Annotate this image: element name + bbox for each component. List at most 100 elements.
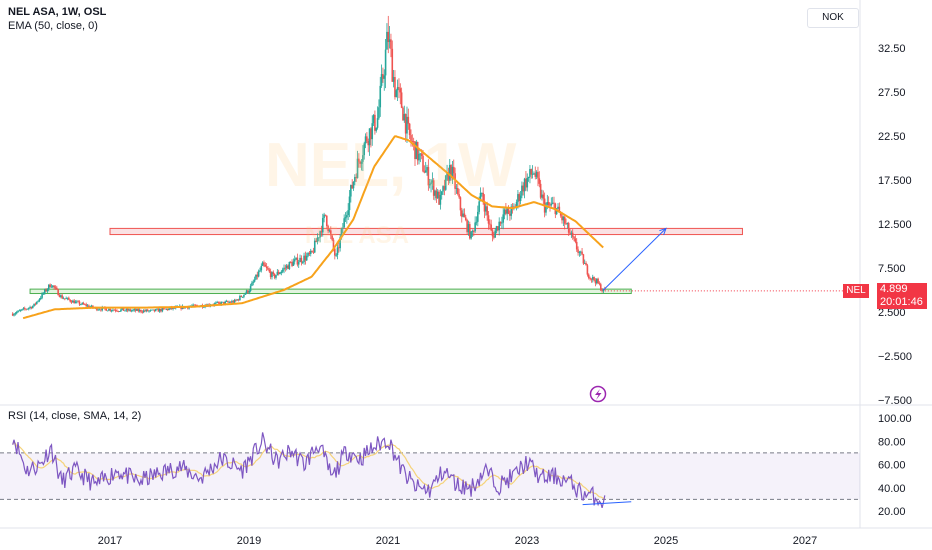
candle-body bbox=[424, 170, 427, 173]
candle-body bbox=[267, 267, 269, 270]
candle-body bbox=[383, 75, 386, 79]
price-axis-label: 17.500 bbox=[878, 175, 912, 187]
candle-body bbox=[331, 235, 333, 240]
candle-body bbox=[408, 123, 411, 136]
time-axis-label: 2027 bbox=[793, 535, 817, 547]
candle-body bbox=[232, 301, 235, 303]
candle-body bbox=[236, 299, 239, 301]
candle-body bbox=[477, 211, 479, 222]
candle-body bbox=[126, 308, 129, 311]
candle-body bbox=[468, 224, 471, 239]
candle-body bbox=[416, 141, 419, 161]
candle-body bbox=[406, 116, 408, 134]
candle-body bbox=[148, 310, 150, 312]
rsi-axis-label: 60.00 bbox=[878, 460, 906, 472]
candle-body bbox=[129, 309, 132, 311]
candle-body bbox=[498, 221, 500, 231]
candle-body bbox=[85, 304, 88, 307]
candle-body bbox=[308, 252, 311, 254]
candle-body bbox=[158, 309, 161, 312]
candle-body bbox=[244, 293, 247, 295]
candle-body bbox=[562, 216, 565, 221]
candle-body bbox=[505, 209, 507, 214]
candle-body bbox=[339, 237, 341, 249]
candle-body bbox=[550, 203, 553, 206]
candle-body bbox=[235, 299, 237, 301]
candle-body bbox=[366, 136, 368, 142]
candle-body bbox=[495, 226, 498, 231]
candle-body bbox=[329, 230, 332, 236]
candle-body bbox=[172, 307, 174, 309]
candle-body bbox=[256, 274, 259, 277]
candle-body bbox=[261, 262, 264, 266]
candle-body bbox=[109, 308, 112, 311]
candle-body bbox=[420, 153, 423, 156]
ema-legend[interactable]: EMA (50, close, 0) bbox=[8, 20, 98, 32]
candle-body bbox=[347, 210, 349, 216]
projection-arrow-head bbox=[659, 227, 667, 236]
candle-body bbox=[41, 293, 43, 298]
candle-body bbox=[80, 304, 82, 306]
candle-body bbox=[57, 289, 59, 296]
projection-arrow-line[interactable] bbox=[603, 228, 667, 291]
candle-body bbox=[49, 284, 51, 288]
candle-body bbox=[502, 214, 505, 223]
candle-body bbox=[225, 301, 228, 303]
candle-body bbox=[133, 309, 136, 311]
candle-body bbox=[559, 212, 562, 216]
ema-line bbox=[22, 135, 604, 320]
candle-body bbox=[579, 251, 582, 253]
candle-body bbox=[593, 277, 595, 281]
candle-body bbox=[243, 294, 245, 297]
candle-body bbox=[249, 285, 252, 292]
candle-body bbox=[295, 257, 297, 260]
candle-body bbox=[137, 308, 140, 312]
candle-body bbox=[76, 301, 78, 303]
candle-body bbox=[585, 263, 587, 266]
candle-body bbox=[27, 307, 30, 309]
candle-body bbox=[470, 231, 472, 239]
candle-body bbox=[534, 173, 537, 177]
candle-body bbox=[527, 176, 530, 179]
candle-body bbox=[403, 113, 406, 121]
time-axis-label: 2021 bbox=[376, 535, 400, 547]
candle-body bbox=[215, 302, 217, 304]
resistance-zone[interactable] bbox=[109, 227, 743, 236]
candle-body bbox=[390, 39, 392, 49]
candle-body bbox=[581, 251, 583, 255]
symbol-legend[interactable]: NEL ASA, 1W, OSL bbox=[8, 6, 107, 18]
candle-body bbox=[13, 314, 15, 316]
candle-body bbox=[273, 273, 276, 278]
candle-body bbox=[263, 262, 265, 265]
candle-body bbox=[88, 305, 90, 308]
candle-body bbox=[382, 74, 384, 79]
candle-body bbox=[412, 141, 415, 143]
candle-body bbox=[227, 301, 229, 303]
candle-body bbox=[253, 279, 256, 282]
candle-body bbox=[223, 301, 225, 304]
candle-body bbox=[296, 257, 299, 265]
candle-body bbox=[481, 192, 483, 194]
last-price-symbol: NEL bbox=[843, 284, 869, 298]
candle-body bbox=[486, 206, 488, 216]
candle-body bbox=[313, 240, 316, 253]
candle-body bbox=[145, 309, 148, 312]
candle-body bbox=[54, 287, 57, 289]
candle-body bbox=[325, 215, 328, 227]
currency-selector[interactable]: NOK bbox=[807, 8, 859, 28]
candle-body bbox=[578, 252, 581, 254]
candle-body bbox=[478, 201, 480, 212]
candle-body bbox=[146, 309, 149, 312]
candle-body bbox=[268, 269, 271, 272]
candle-body bbox=[423, 171, 426, 173]
support-zone[interactable] bbox=[29, 288, 632, 295]
candle-body bbox=[503, 209, 506, 215]
candle-body bbox=[432, 180, 435, 196]
rsi-divergence-line[interactable] bbox=[582, 501, 632, 506]
candle-body bbox=[320, 231, 323, 233]
rsi-legend[interactable]: RSI (14, close, SMA, 14, 2) bbox=[8, 410, 142, 422]
candle-body bbox=[541, 194, 543, 198]
candle-body bbox=[327, 226, 329, 232]
candle-body bbox=[452, 166, 455, 174]
